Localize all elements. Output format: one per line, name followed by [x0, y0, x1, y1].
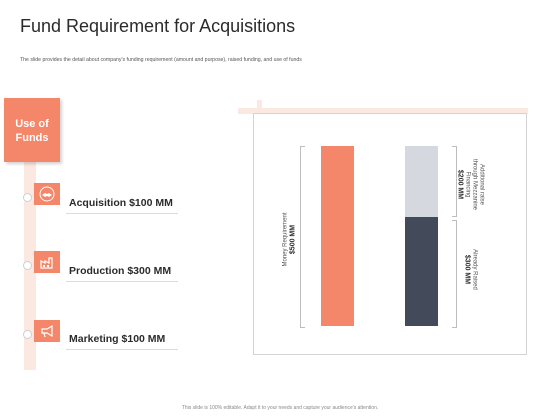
raised-bracket: [452, 220, 457, 328]
handshake-icon: [39, 186, 55, 202]
use-of-funds-label: Use of Funds: [15, 118, 49, 144]
money-requirement-label: Money Requirement $500 MM: [282, 212, 297, 267]
use-of-funds-item: Acquisition $100 MM: [69, 197, 173, 209]
production-icon-box: [34, 251, 60, 273]
timeline-dot: [23, 261, 32, 270]
use-of-funds-item: Production $300 MM: [69, 265, 172, 277]
money-requirement-bar: [321, 146, 354, 326]
already-raised-bar: [405, 217, 438, 326]
megaphone-icon: [41, 324, 53, 338]
additional-bracket: [452, 146, 457, 217]
footer-note: This slide is 100% editable. Adapt it to…: [181, 405, 379, 411]
factory-icon: [40, 257, 53, 269]
divider: [66, 213, 178, 214]
timeline-dot: [23, 193, 32, 202]
marketing-icon-box: [34, 320, 60, 342]
additional-raise-label: Additional raise through Mezzanine Finan…: [456, 158, 485, 211]
chart-panel: [253, 113, 527, 355]
timeline-dot: [23, 330, 32, 339]
panel-top-strip: [238, 108, 528, 114]
additional-raise-bar: [405, 146, 438, 217]
page-subtitle: The slide provides the detail about comp…: [20, 57, 302, 63]
timeline-bar: [24, 100, 36, 370]
divider: [66, 349, 178, 350]
money-bracket: [300, 146, 305, 328]
acquisition-icon-box: [34, 183, 60, 205]
divider: [66, 281, 178, 282]
use-of-funds-card: [4, 98, 60, 162]
already-raised-label: Already Raised $300 MM: [463, 249, 478, 290]
use-of-funds-item: Marketing $100 MM: [69, 333, 166, 345]
page-title: Fund Requirement for Acquisitions: [20, 16, 296, 36]
